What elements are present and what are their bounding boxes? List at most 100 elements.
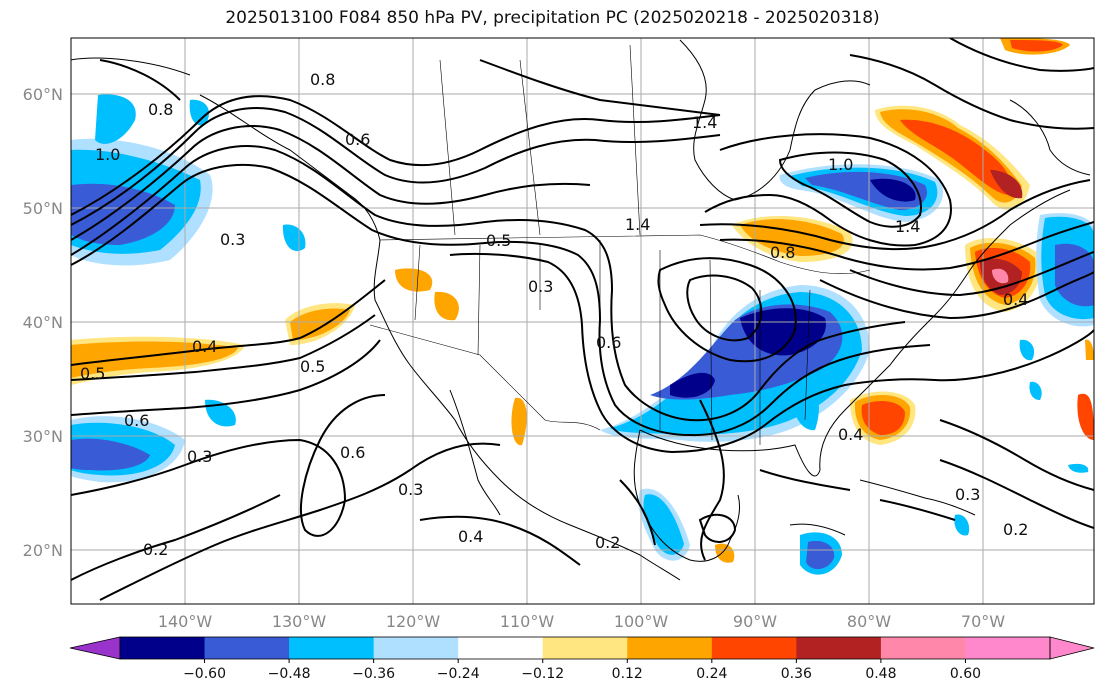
contour-label: 0.3 <box>955 485 980 504</box>
colorbar-tick-label: −0.36 <box>352 666 395 682</box>
figure-title: 2025013100 F084 850 hPa PV, precipitatio… <box>225 8 880 28</box>
longitude-label: 140°W <box>158 612 213 631</box>
longitude-label: 90°W <box>733 612 777 631</box>
pos-anomaly-great-basin-2 <box>434 291 459 321</box>
neg-anomaly-atlantic-small-2 <box>1029 381 1042 400</box>
longitude-label: 70°W <box>961 612 1005 631</box>
neg-anomaly-gulf-alaska <box>95 94 136 144</box>
colorbar: −0.60 −0.48 −0.36 −0.24 −0.12 0.12 0.24 0.36 0.4… <box>69 636 1095 682</box>
colorbar-tick-label: −0.24 <box>437 666 480 682</box>
colorbar-tick-label: 0.60 <box>950 666 981 682</box>
neg-anomaly-central-america-core <box>643 494 684 555</box>
contour-label: 0.6 <box>596 333 621 352</box>
contour-label: 0.2 <box>595 533 620 552</box>
colorbar-tick-label: 0.36 <box>781 666 812 682</box>
neg-anomaly-caribbean-core <box>806 540 835 570</box>
colorbar-swatch <box>627 637 713 659</box>
longitude-axis: 140°W 130°W 120°W 110°W 100°W 90°W 80°W … <box>158 612 1005 631</box>
latitude-label: 30°N <box>23 427 63 446</box>
contour-label: 0.4 <box>192 337 217 356</box>
longitude-label: 120°W <box>386 612 441 631</box>
colorbar-tick-label: 0.12 <box>612 666 643 682</box>
contour-label: 0.2 <box>143 540 168 559</box>
neg-anomaly-canada-inner <box>870 178 916 202</box>
contour-label: 0.5 <box>486 231 511 250</box>
pos-anomaly-atlantic-edge <box>1085 339 1094 360</box>
colorbar-swatch <box>965 637 1051 659</box>
latitude-label: 50°N <box>23 199 63 218</box>
pos-anomaly-california-offshore-core <box>290 308 350 340</box>
colorbar-swatch <box>880 637 966 659</box>
neg-anomaly-southern-plains <box>670 372 715 398</box>
contour-label: 1.4 <box>895 217 920 236</box>
map-panel: 1.4 1.4 1.0 0.8 0.6 0.5 0.3 0.5 0.4 0.5 … <box>71 38 1094 604</box>
contour-label: 0.3 <box>398 480 423 499</box>
colorbar-swatch <box>289 637 375 659</box>
latitude-axis: 60°N 50°N 40°N 30°N 20°N <box>23 85 63 560</box>
latitude-label: 20°N <box>23 541 63 560</box>
graticule <box>71 38 1094 604</box>
colorbar-extend-low <box>69 636 121 660</box>
colorbar-tick-label: −0.60 <box>183 666 226 682</box>
pos-anomaly-great-basin-1 <box>395 268 433 292</box>
pos-anomaly-great-lakes-core <box>740 219 844 256</box>
pos-anomaly-labrador <box>990 170 1023 199</box>
contour-label: 0.3 <box>187 447 212 466</box>
map-frame <box>70 37 1095 605</box>
contour-label: 1.0 <box>828 155 853 174</box>
neg-anomaly-atlantic-small <box>1019 339 1035 361</box>
contour-label: 0.6 <box>124 411 149 430</box>
latitude-label: 60°N <box>23 85 63 104</box>
neg-anomaly-pacific-south-inner <box>71 438 150 471</box>
colorbar-swatch <box>458 637 544 659</box>
contour-label: 0.4 <box>838 425 863 444</box>
colorbar-swatch <box>542 637 628 659</box>
colorbar-tick-label: −0.12 <box>521 666 564 682</box>
longitude-label: 130°W <box>272 612 327 631</box>
neg-anomaly-small-2 <box>282 224 306 252</box>
precip-shading <box>71 38 1094 575</box>
contour-label: 0.8 <box>310 70 335 89</box>
contour-label: 0.6 <box>345 130 370 149</box>
latitude-label: 40°N <box>23 313 63 332</box>
contour-label: 0.2 <box>1003 520 1028 539</box>
colorbar-tick-label: −0.48 <box>268 666 311 682</box>
neg-anomaly-ohio-valley <box>740 308 826 356</box>
contour-label: 0.4 <box>458 527 483 546</box>
political-borders <box>369 44 871 445</box>
contour-label: 0.8 <box>148 100 173 119</box>
colorbar-extend-high <box>1049 636 1095 660</box>
longitude-label: 80°W <box>847 612 891 631</box>
longitude-label: 110°W <box>500 612 555 631</box>
pv-contours <box>71 38 1094 601</box>
contour-label: 1.4 <box>625 215 650 234</box>
contour-label: 0.3 <box>220 230 245 249</box>
longitude-label: 100°W <box>614 612 669 631</box>
neg-anomaly-small-1 <box>189 99 210 126</box>
neg-anomaly-atlantic-inner <box>1055 243 1094 307</box>
pos-anomaly-north-edge-core <box>1010 40 1063 52</box>
pos-anomaly-mexico <box>511 397 527 446</box>
neg-anomaly-atlantic-tiny <box>1068 463 1089 473</box>
contour-label: 0.3 <box>528 277 553 296</box>
contour-label: 0.6 <box>340 443 365 462</box>
pos-anomaly-atlantic-edge-2 <box>1077 393 1094 440</box>
colorbar-swatch <box>796 637 882 659</box>
contour-label: 0.5 <box>80 364 105 383</box>
contour-label: 0.8 <box>770 243 795 262</box>
contour-label: 1.4 <box>692 113 717 132</box>
colorbar-swatch <box>204 637 290 659</box>
contour-label: 0.5 <box>300 357 325 376</box>
colorbar-tick-label: 0.24 <box>696 666 727 682</box>
contour-label: 0.4 <box>1003 290 1028 309</box>
colorbar-outline <box>119 636 1051 660</box>
colorbar-tick-label: 0.48 <box>865 666 896 682</box>
contour-label: 1.0 <box>95 145 120 164</box>
pos-anomaly-yucatan <box>715 543 735 563</box>
colorbar-swatch <box>711 637 797 659</box>
pos-anomaly-florida-inner <box>861 400 905 435</box>
contour-label-group: 1.4 1.4 1.0 0.8 0.6 0.5 0.3 0.5 0.4 0.5 … <box>80 70 1028 559</box>
colorbar-swatch <box>373 637 459 659</box>
pos-anomaly-new-england-peak <box>992 268 1009 284</box>
